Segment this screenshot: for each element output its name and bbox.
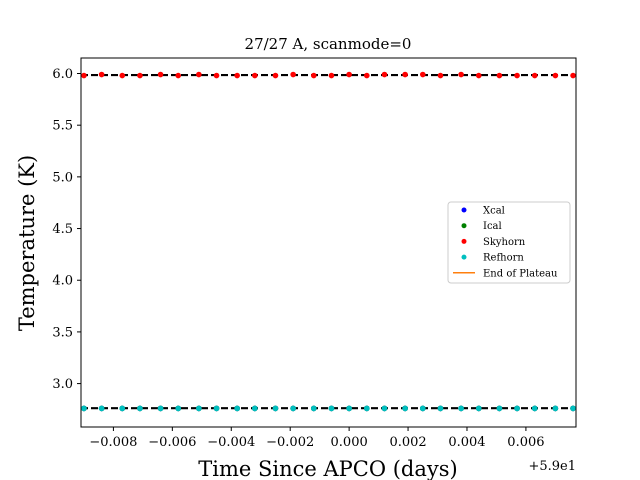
x-tick-label: −0.004 (207, 435, 255, 450)
x-tick-label: −0.008 (89, 435, 137, 450)
legend-box (447, 201, 571, 284)
data-point (402, 405, 408, 412)
y-tick-label: 5.5 (52, 119, 73, 134)
y-axis-label: Temperature (K) (15, 155, 39, 331)
data-point (364, 72, 370, 79)
data-point (419, 71, 426, 78)
y-tick-label: 4.0 (52, 274, 73, 289)
legend-label: Xcal (483, 206, 505, 217)
data-point (570, 72, 576, 79)
legend-marker (461, 238, 467, 244)
data-point (531, 72, 538, 79)
data-point (98, 405, 105, 412)
data-point (514, 405, 520, 412)
data-point (437, 405, 444, 412)
data-point (475, 72, 482, 79)
legend-label: Refhorn (483, 253, 524, 264)
x-offset-label: +5.9e1 (528, 459, 576, 474)
plot-frame (80, 57, 577, 428)
data-point (175, 72, 182, 79)
x-tick-label: 0.006 (507, 435, 544, 450)
data-point (475, 405, 482, 412)
data-point (234, 72, 240, 79)
data-point (252, 72, 258, 79)
data-point (496, 72, 503, 79)
x-tick-label: −0.006 (148, 435, 196, 450)
data-point (234, 405, 240, 412)
y-axis: 3.0 3.5 4.0 4.5 5.0 5.5 6.0 (52, 67, 81, 392)
data-point (458, 71, 464, 78)
series-refhorn (81, 405, 576, 412)
data-point (328, 72, 335, 79)
data-point (364, 405, 370, 412)
x-tick-label: 0.002 (389, 435, 426, 450)
data-point (213, 405, 220, 412)
legend: Xcal Ical Skyhorn Refhorn End of Plateau (447, 201, 571, 284)
x-tick-label: −0.002 (266, 435, 314, 450)
data-point (81, 405, 87, 412)
x-tick-label: 0.004 (448, 435, 485, 450)
data-point (157, 405, 164, 412)
data-point (272, 405, 279, 412)
legend-marker (461, 254, 467, 260)
data-point (81, 72, 87, 79)
legend-item: Refhorn (461, 253, 524, 264)
x-axis: −0.008 −0.006 −0.004 −0.002 0.000 0.002 0.004 0… (89, 427, 545, 450)
data-point (290, 71, 296, 78)
data-point (119, 405, 126, 412)
data-point (137, 405, 143, 412)
y-tick-label: 4.5 (52, 222, 73, 237)
data-point (419, 405, 426, 412)
data-point (437, 72, 444, 79)
legend-marker (461, 207, 467, 213)
data-point (346, 405, 352, 412)
x-tick-label: 0.000 (331, 435, 368, 450)
data-point (310, 405, 317, 412)
data-point (552, 72, 559, 79)
series-skyhorn (81, 71, 576, 79)
y-tick-label: 3.5 (52, 325, 73, 340)
data-point (310, 72, 317, 79)
chart-title: 27/27 A, scanmode=0 (245, 35, 412, 53)
data-point (213, 72, 220, 79)
legend-label: End of Plateau (483, 268, 558, 279)
legend-label: Skyhorn (483, 237, 526, 248)
data-point (272, 72, 279, 79)
data-point (119, 72, 126, 79)
data-point (552, 405, 559, 412)
legend-label: Ical (483, 221, 502, 232)
data-point (328, 405, 335, 412)
data-point (381, 71, 388, 78)
legend-item: Ical (461, 221, 502, 232)
data-point (458, 405, 464, 412)
legend-item: End of Plateau (453, 268, 558, 279)
data-point (381, 405, 388, 412)
data-point (402, 71, 408, 78)
legend-marker (461, 223, 467, 229)
data-point (98, 71, 105, 78)
y-tick-label: 3.0 (52, 377, 73, 392)
data-point (137, 72, 143, 79)
y-tick-label: 6.0 (52, 67, 73, 82)
data-point (346, 71, 352, 78)
data-point (290, 405, 296, 412)
data-point (175, 405, 182, 412)
data-point (196, 71, 202, 78)
data-point (531, 405, 538, 412)
legend-item: Xcal (461, 206, 505, 217)
y-tick-label: 5.0 (52, 170, 73, 185)
x-axis-label: Time Since APCO (days) (198, 457, 457, 480)
data-point (570, 405, 576, 412)
legend-item: Skyhorn (461, 237, 526, 248)
data-point (252, 405, 258, 412)
data-point (496, 405, 503, 412)
data-point (514, 72, 520, 79)
data-point (196, 405, 202, 412)
data-point (157, 71, 164, 78)
